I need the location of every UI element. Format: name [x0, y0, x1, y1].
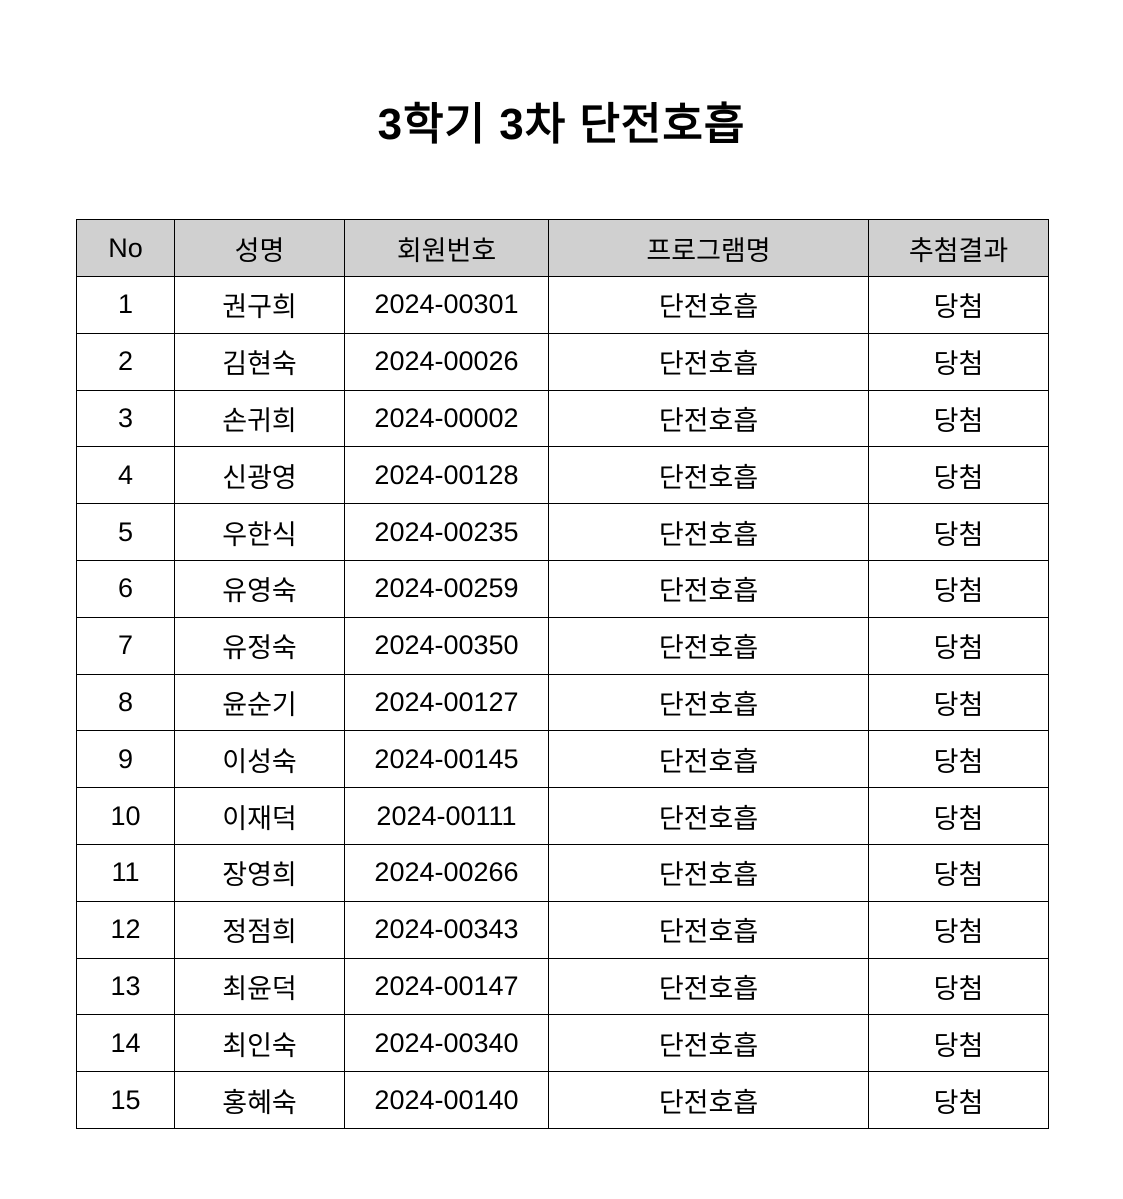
cell-col-member-id: 2024-00350: [344, 616, 549, 675]
cell-col-name: 유영숙: [174, 559, 345, 618]
header-col-no: No: [76, 219, 175, 277]
cell-col-name: 유정숙: [174, 616, 345, 675]
cell-col-name: 이성숙: [174, 730, 345, 789]
cell-col-name: 최인숙: [174, 1014, 345, 1073]
table-row: 5 우한식 2024-00235 단전호흡 당첨: [76, 503, 1049, 561]
cell-col-name: 신광영: [174, 446, 345, 505]
table-row: 12 정점희 2024-00343 단전호흡 당첨: [76, 900, 1049, 959]
page-title: 3학기 3차 단전호흡: [377, 100, 746, 149]
cell-col-member-id: 2024-00111: [344, 787, 549, 845]
cell-col-result: 당첨: [868, 843, 1049, 902]
cell-col-result: 당첨: [868, 503, 1049, 561]
cell-col-program: 단전호흡: [548, 559, 869, 618]
cell-col-name: 우한식: [174, 503, 345, 561]
table-row: 1 권구희 2024-00301 단전호흡 당첨: [76, 276, 1049, 334]
cell-col-result: 당첨: [868, 389, 1049, 448]
cell-col-member-id: 2024-00301: [344, 276, 549, 334]
cell-col-no: 2: [76, 332, 175, 391]
cell-col-program: 단전호흡: [548, 616, 869, 675]
cell-col-member-id: 2024-00147: [344, 957, 549, 1016]
cell-col-no: 14: [76, 1014, 175, 1073]
cell-col-name: 장영희: [174, 843, 345, 902]
cell-col-no: 7: [76, 616, 175, 675]
cell-col-program: 단전호흡: [548, 1014, 869, 1073]
table-row: 8 윤순기 2024-00127 단전호흡 당첨: [76, 673, 1049, 732]
cell-col-member-id: 2024-00002: [344, 389, 549, 448]
cell-col-member-id: 2024-00235: [344, 503, 549, 561]
cell-col-program: 단전호흡: [548, 900, 869, 959]
cell-col-member-id: 2024-00026: [344, 332, 549, 391]
cell-col-member-id: 2024-00259: [344, 559, 549, 618]
cell-col-result: 당첨: [868, 276, 1049, 334]
cell-col-result: 당첨: [868, 332, 1049, 391]
cell-col-member-id: 2024-00145: [344, 730, 549, 789]
cell-col-program: 단전호흡: [548, 673, 869, 732]
table-row: 9 이성숙 2024-00145 단전호흡 당첨: [76, 730, 1049, 789]
cell-col-no: 4: [76, 446, 175, 505]
lottery-results-table: No 성명 회원번호 프로그램명 추첨결과 1 권구희 2024-00301 단전호흡 당첨 2 김…: [76, 219, 1049, 1129]
cell-col-member-id: 2024-00127: [344, 673, 549, 732]
cell-col-member-id: 2024-00140: [344, 1071, 549, 1129]
cell-col-no: 13: [76, 957, 175, 1016]
header-col-program: 프로그램명: [548, 219, 869, 277]
cell-col-name: 윤순기: [174, 673, 345, 732]
cell-col-no: 8: [76, 673, 175, 732]
cell-col-no: 12: [76, 900, 175, 959]
cell-col-name: 손귀희: [174, 389, 345, 448]
cell-col-result: 당첨: [868, 559, 1049, 618]
cell-col-program: 단전호흡: [548, 957, 869, 1016]
table-row: 10 이재덕 2024-00111 단전호흡 당첨: [76, 787, 1049, 845]
cell-col-no: 11: [76, 843, 175, 902]
table-row: 7 유정숙 2024-00350 단전호흡 당첨: [76, 616, 1049, 675]
table-row: 13 최윤덕 2024-00147 단전호흡 당첨: [76, 957, 1049, 1016]
cell-col-program: 단전호흡: [548, 276, 869, 334]
cell-col-result: 당첨: [868, 1014, 1049, 1073]
cell-col-program: 단전호흡: [548, 730, 869, 789]
cell-col-name: 김현숙: [174, 332, 345, 391]
table-row: 14 최인숙 2024-00340 단전호흡 당첨: [76, 1014, 1049, 1073]
cell-col-no: 9: [76, 730, 175, 789]
table-row: 3 손귀희 2024-00002 단전호흡 당첨: [76, 389, 1049, 448]
header-col-member-id: 회원번호: [344, 219, 549, 277]
header-col-name: 성명: [174, 219, 345, 277]
cell-col-no: 5: [76, 503, 175, 561]
cell-col-name: 정점희: [174, 900, 345, 959]
cell-col-name: 권구희: [174, 276, 345, 334]
cell-col-name: 최윤덕: [174, 957, 345, 1016]
cell-col-program: 단전호흡: [548, 446, 869, 505]
table-header-row: No 성명 회원번호 프로그램명 추첨결과: [76, 219, 1049, 277]
cell-col-member-id: 2024-00340: [344, 1014, 549, 1073]
cell-col-name: 이재덕: [174, 787, 345, 845]
cell-col-result: 당첨: [868, 446, 1049, 505]
cell-col-no: 1: [76, 276, 175, 334]
cell-col-result: 당첨: [868, 957, 1049, 1016]
cell-col-member-id: 2024-00128: [344, 446, 549, 505]
table-row: 2 김현숙 2024-00026 단전호흡 당첨: [76, 332, 1049, 391]
header-col-result: 추첨결과: [868, 219, 1049, 277]
cell-col-program: 단전호흡: [548, 389, 869, 448]
cell-col-member-id: 2024-00266: [344, 843, 549, 902]
cell-col-no: 10: [76, 787, 175, 845]
table-row: 15 홍혜숙 2024-00140 단전호흡 당첨: [76, 1071, 1049, 1129]
cell-col-no: 3: [76, 389, 175, 448]
cell-col-no: 6: [76, 559, 175, 618]
cell-col-result: 당첨: [868, 900, 1049, 959]
cell-col-no: 15: [76, 1071, 175, 1129]
cell-col-program: 단전호흡: [548, 843, 869, 902]
cell-col-result: 당첨: [868, 673, 1049, 732]
cell-col-result: 당첨: [868, 1071, 1049, 1129]
cell-col-program: 단전호흡: [548, 787, 869, 845]
cell-col-program: 단전호흡: [548, 503, 869, 561]
table-row: 6 유영숙 2024-00259 단전호흡 당첨: [76, 559, 1049, 618]
cell-col-program: 단전호흡: [548, 332, 869, 391]
table-row: 11 장영희 2024-00266 단전호흡 당첨: [76, 843, 1049, 902]
cell-col-result: 당첨: [868, 616, 1049, 675]
cell-col-name: 홍혜숙: [174, 1071, 345, 1129]
cell-col-program: 단전호흡: [548, 1071, 869, 1129]
cell-col-result: 당첨: [868, 787, 1049, 845]
table-row: 4 신광영 2024-00128 단전호흡 당첨: [76, 446, 1049, 505]
cell-col-result: 당첨: [868, 730, 1049, 789]
cell-col-member-id: 2024-00343: [344, 900, 549, 959]
